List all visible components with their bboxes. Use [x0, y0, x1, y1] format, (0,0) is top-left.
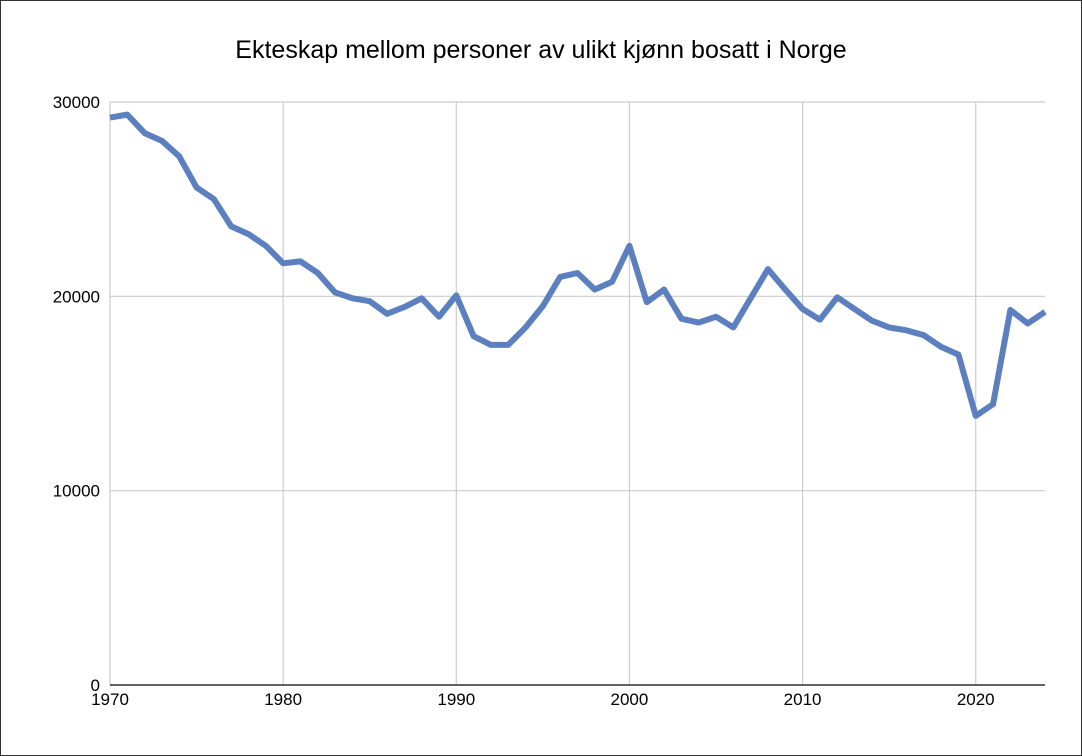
data-point — [473, 336, 474, 337]
data-point — [352, 298, 353, 299]
data-point — [387, 313, 388, 314]
data-point — [612, 281, 613, 282]
data-point — [854, 308, 855, 309]
data-point — [923, 335, 924, 336]
series-line — [109, 111, 1047, 419]
data-point — [196, 187, 197, 188]
x-tick-label: 2020 — [957, 690, 995, 709]
data-point — [577, 273, 578, 274]
data-point — [508, 344, 509, 345]
data-point — [438, 316, 439, 317]
data-point — [335, 292, 336, 293]
data-point — [906, 330, 907, 331]
data-point — [317, 273, 318, 274]
data-point — [525, 327, 526, 328]
data-point — [456, 295, 457, 296]
data-point — [941, 346, 942, 347]
data-point — [283, 263, 284, 264]
data-point — [161, 140, 162, 141]
data-point — [490, 344, 491, 345]
data-point — [1027, 323, 1028, 324]
data-point — [767, 269, 768, 270]
data-point — [629, 245, 630, 246]
data-point — [698, 322, 699, 323]
y-tick-label: 30000 — [53, 93, 100, 112]
data-point — [265, 245, 266, 246]
data-point — [300, 261, 301, 262]
series-layer — [109, 111, 1047, 419]
data-point — [785, 289, 786, 290]
x-tick-label: 2000 — [611, 690, 649, 709]
data-point — [646, 302, 647, 303]
data-point — [1010, 309, 1011, 310]
y-tick-label: 10000 — [53, 482, 100, 501]
data-point — [213, 199, 214, 200]
data-point — [127, 114, 128, 115]
data-point — [179, 156, 180, 157]
data-point — [889, 327, 890, 328]
data-point — [681, 318, 682, 319]
data-point — [231, 226, 232, 227]
x-tick-label: 1990 — [437, 690, 475, 709]
y-tick-label: 0 — [91, 676, 100, 695]
chart-title: Ekteskap mellom personer av ulikt kjønn … — [235, 36, 847, 64]
y-tick-label: 20000 — [53, 287, 100, 306]
x-tick-label: 1980 — [264, 690, 302, 709]
data-point — [975, 415, 976, 416]
data-point — [421, 298, 422, 299]
data-point — [560, 276, 561, 277]
x-tick-label: 2010 — [784, 690, 822, 709]
data-point — [1045, 311, 1046, 312]
data-point — [110, 117, 111, 118]
data-point — [664, 289, 665, 290]
data-point — [594, 289, 595, 290]
data-point — [404, 307, 405, 308]
data-point — [733, 327, 734, 328]
data-point — [750, 298, 751, 299]
data-point — [369, 301, 370, 302]
tick-labels: 0 10000 20000 30000 1970 1980 1990 2000 2010 2020 — [53, 93, 995, 709]
data-point — [542, 306, 543, 307]
data-point — [837, 297, 838, 298]
data-point — [958, 354, 959, 355]
data-point — [993, 404, 994, 405]
data-point — [248, 234, 249, 235]
data-point — [802, 308, 803, 309]
x-tick-label: 1970 — [91, 690, 129, 709]
data-point — [716, 316, 717, 317]
data-point — [819, 319, 820, 320]
data-point — [871, 320, 872, 321]
grid-lines — [109, 101, 1045, 686]
data-point — [144, 133, 145, 134]
